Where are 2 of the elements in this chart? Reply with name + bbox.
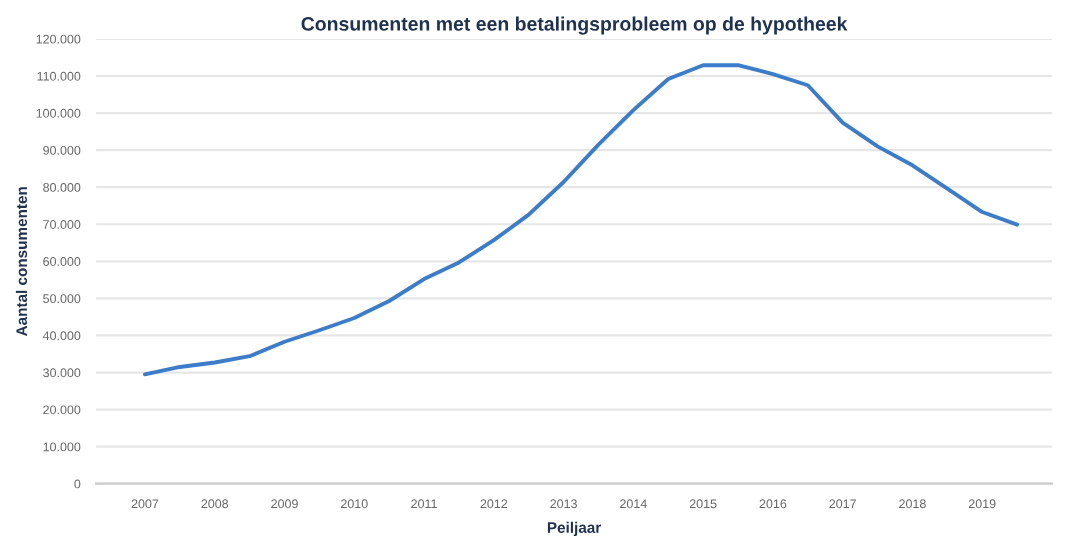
chart-title: Consumenten met een betalingsprobleem op de hypotheek	[301, 16, 848, 35]
line-series	[143, 63, 1020, 377]
